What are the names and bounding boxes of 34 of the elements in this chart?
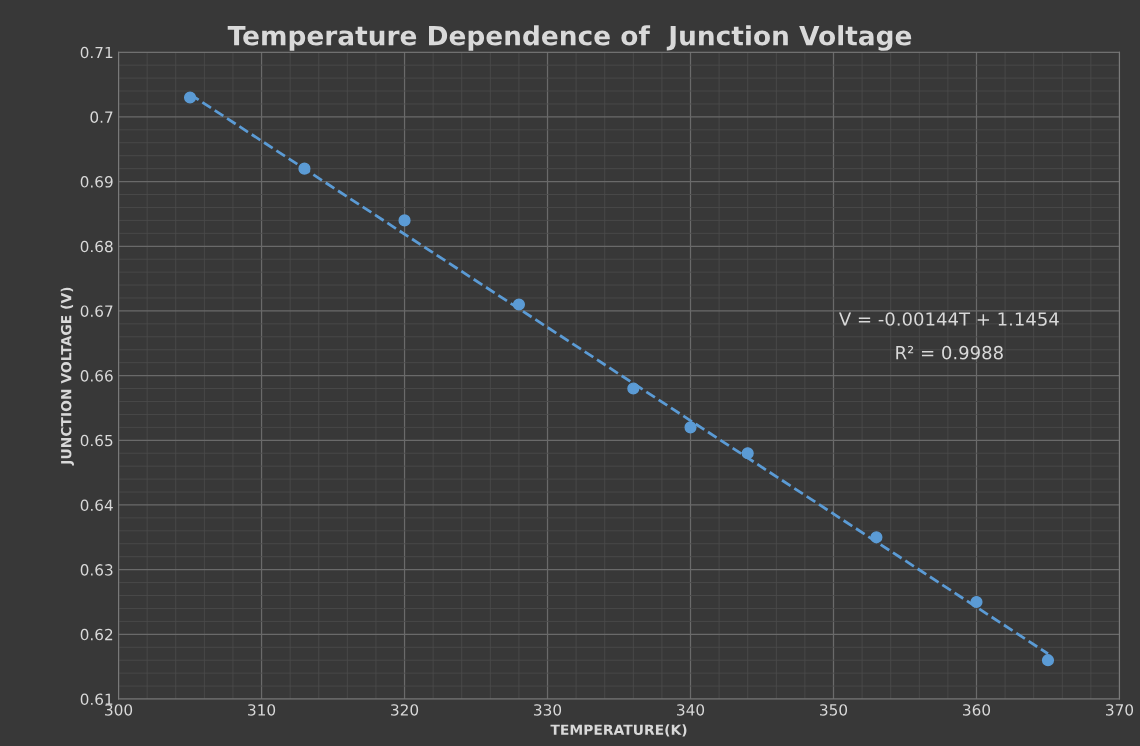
y-tick-label: 0.68 (80, 240, 113, 253)
x-axis-title: TEMPERATURE(K) (550, 724, 687, 737)
point (1041, 654, 1055, 667)
x-tick-label: 350 (820, 704, 848, 716)
annotation: R² = 0.9988 (896, 345, 1003, 360)
y-tick-label: 0.67 (80, 305, 113, 317)
point (298, 162, 311, 175)
point (398, 214, 411, 227)
point (741, 447, 754, 460)
point (627, 382, 640, 395)
x-tick-label: 330 (534, 704, 562, 716)
x-tick-label: 360 (963, 704, 991, 716)
point (870, 531, 883, 544)
y-tick-label: 0.61 (80, 693, 113, 706)
y-tick-label: 0.63 (80, 564, 113, 576)
chart-title: Temperature Dependence of Junction Voltage (227, 25, 912, 51)
y-tick-label: 0.65 (80, 434, 113, 447)
y-tick-label: 0.66 (80, 370, 113, 382)
x-tick-label: 340 (677, 704, 705, 716)
annotation: V = -0.00144T + 1.1454 (838, 312, 1059, 326)
y-tick-label: 0.7 (90, 111, 113, 123)
y-tick-label: 0.64 (80, 499, 113, 511)
x-tick-label: 310 (248, 704, 276, 716)
point (970, 595, 983, 609)
x-tick-label: 320 (391, 704, 419, 716)
point (684, 421, 697, 434)
point (512, 298, 526, 311)
x-tick-label: 300 (105, 704, 133, 716)
y-tick-label: 0.62 (80, 628, 113, 641)
y-axis-title: JUNCTION VOLTAGE (V) (60, 287, 75, 466)
y-tick-label: 0.69 (80, 176, 113, 188)
x-tick-label: 370 (1106, 704, 1134, 716)
y-tick-label: 0.71 (80, 46, 113, 59)
point (183, 91, 197, 104)
